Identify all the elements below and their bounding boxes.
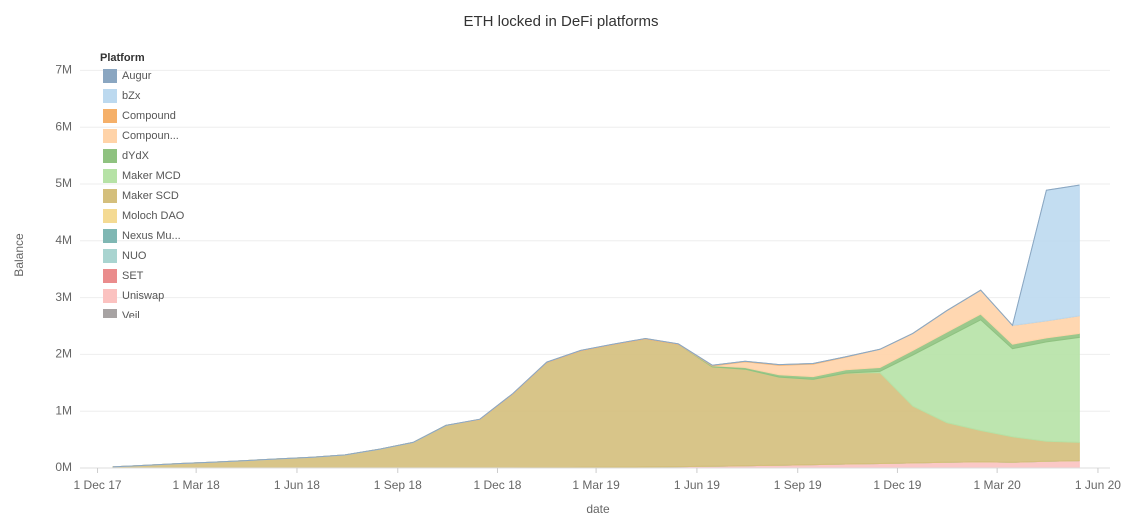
area [112, 184, 1080, 468]
legend-swatch [103, 169, 117, 183]
legend-label: Veil [122, 310, 140, 322]
y-tick-label: 4M [55, 233, 72, 247]
y-tick-label: 7M [55, 63, 72, 77]
legend-label: NUO [122, 250, 147, 262]
legend-label: Uniswap [122, 290, 164, 302]
axes: 0M 1M 2M 3M 4M 5M 6M 7M 1 Dec 17 1 Mar 18 1 Jun 18… [55, 63, 1121, 493]
x-tick-label: 1 Sep 19 [774, 478, 822, 492]
legend-swatch [103, 229, 117, 243]
y-tick-label: 3M [55, 290, 72, 304]
legend-swatch [103, 129, 117, 143]
legend-swatch [103, 69, 117, 83]
x-tick-label: 1 Mar 18 [172, 478, 220, 492]
legend-swatch [103, 209, 117, 223]
areas [112, 184, 1080, 469]
x-axis-label: date [586, 502, 610, 516]
x-tick-label: 1 Sep 18 [374, 478, 422, 492]
legend-title: Platform [100, 52, 145, 64]
legend: Platform Augur bZx Compound Compoun... dYdX M… [100, 52, 185, 322]
legend-label: dYdX [122, 150, 150, 162]
y-tick-label: 2M [55, 347, 72, 361]
legend-label: Nexus Mu... [122, 230, 181, 242]
legend-swatch [103, 89, 117, 103]
y-tick-label: 5M [55, 176, 72, 190]
legend-swatch [103, 189, 117, 203]
legend-swatch [103, 289, 117, 303]
legend-label: bZx [122, 90, 141, 102]
x-tick-label: 1 Dec 19 [873, 478, 921, 492]
legend-swatch [103, 269, 117, 283]
y-tick-label: 6M [55, 119, 72, 133]
chart-title: ETH locked in DeFi platforms [463, 13, 658, 30]
legend-swatch [103, 249, 117, 263]
y-tick-label: 0M [55, 460, 72, 474]
legend-label: Maker MCD [122, 170, 181, 182]
y-tick-label: 1M [55, 403, 72, 417]
legend-label: Augur [122, 70, 152, 82]
x-tick-label: 1 Dec 17 [74, 478, 122, 492]
x-tick-label: 1 Jun 19 [674, 478, 720, 492]
legend-swatch [103, 149, 117, 163]
x-tick-label: 1 Jun 20 [1075, 478, 1121, 492]
legend-label: Maker SCD [122, 190, 179, 202]
x-tick-label: 1 Dec 18 [473, 478, 521, 492]
legend-swatch [103, 309, 117, 318]
legend-label: Moloch DAO [122, 210, 185, 222]
x-tick-label: 1 Mar 19 [572, 478, 620, 492]
legend-label: SET [122, 270, 144, 282]
legend-swatch [103, 109, 117, 123]
legend-label: Compoun... [122, 130, 179, 142]
x-tick-label: 1 Jun 18 [274, 478, 320, 492]
x-tick-label: 1 Mar 20 [973, 478, 1021, 492]
legend-label: Compound [122, 110, 176, 122]
y-axis-label: Balance [12, 233, 26, 277]
